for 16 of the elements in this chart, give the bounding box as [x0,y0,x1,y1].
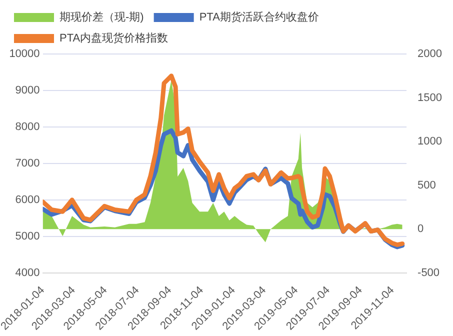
y-tick-label: 6000 [15,194,40,206]
y2-tick-label: 1500 [418,92,442,104]
y-tick-label: 5000 [15,230,40,242]
legend-label: 期现价差（现-期) [60,12,144,24]
y-tick-label: 9000 [15,84,40,97]
y-tick-label: 8000 [15,120,40,133]
y-tick-label: 4000 [15,266,40,279]
legend-label: PTA期货活跃合约收盘价 [199,10,319,24]
y2-tick-label: 2000 [418,48,442,60]
y2-tick-label: 500 [418,179,436,192]
y2-tick-label: -500 [418,266,440,279]
legend-label: PTA内盘现货价格指数 [60,32,168,45]
y2-tick-label: 0 [418,223,424,236]
y-tick-label: 7000 [15,157,40,170]
y2-tick-label: 1000 [418,136,442,148]
y-tick-label: 10000 [9,48,40,60]
